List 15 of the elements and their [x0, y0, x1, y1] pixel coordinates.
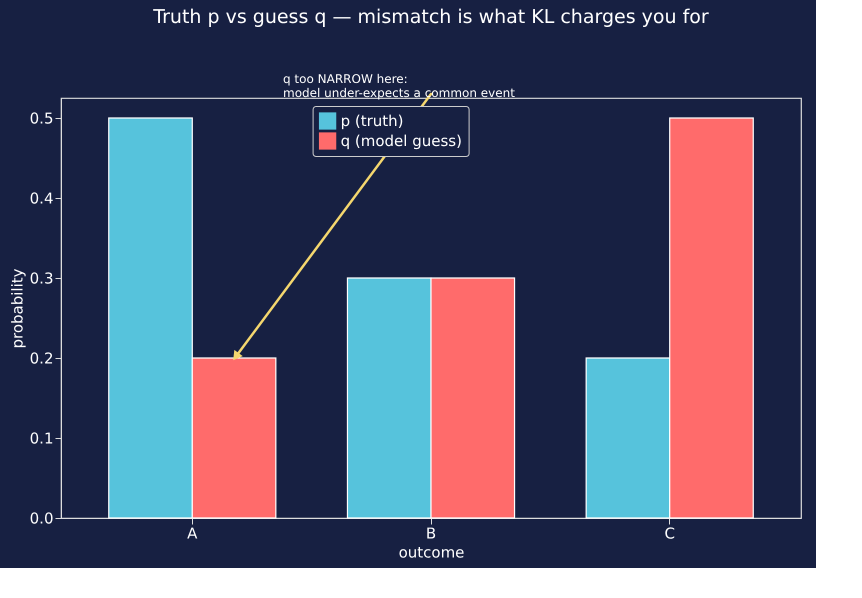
x-tick-label: A	[187, 524, 198, 542]
y-tick-label: 0.4	[30, 190, 54, 208]
x-tick-label: C	[664, 524, 675, 542]
y-tick-label: 0.3	[30, 270, 54, 288]
legend-label: p (truth)	[340, 112, 404, 130]
y-tick-label: 0.5	[30, 110, 54, 128]
chart-title: Truth p vs guess q — mismatch is what KL charges you for	[152, 6, 709, 28]
x-tick-label: B	[426, 524, 436, 542]
legend-label: q (model guess)	[340, 132, 462, 150]
y-tick-label: 0.2	[30, 350, 54, 368]
y-tick-label: 0.1	[30, 430, 54, 448]
y-tick-label: 0.0	[30, 510, 54, 528]
annotation: q too NARROW here: model under-expects a common event	[283, 72, 516, 100]
x-axis-title: outcome	[398, 544, 464, 562]
y-axis-title: probability	[8, 268, 27, 349]
